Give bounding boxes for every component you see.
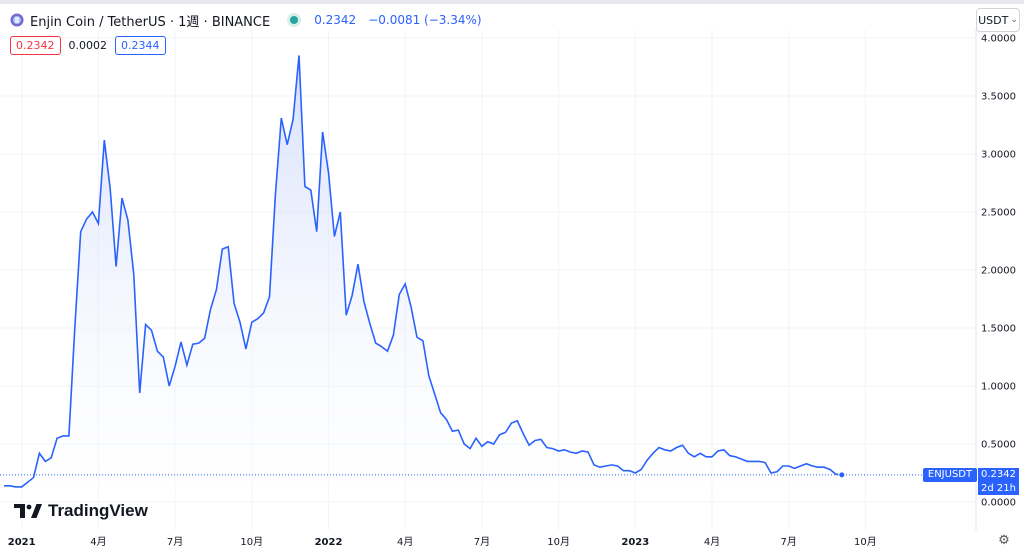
last-price-marker	[838, 471, 846, 479]
gear-icon[interactable]: ⚙	[998, 533, 1010, 548]
x-tick-label: 10月	[854, 536, 877, 548]
currency-selector[interactable]: USDT ⌄	[976, 8, 1020, 32]
x-tick-label: 2022	[315, 537, 343, 548]
ask-button[interactable]: 0.2344	[115, 36, 166, 55]
x-tick-label: 4月	[397, 536, 413, 548]
y-tick-label: 4.0000	[981, 34, 1016, 45]
last-price: 0.2342	[314, 13, 357, 27]
bar-countdown-label: 2d 21h	[978, 482, 1019, 495]
bid-button[interactable]: 0.2342	[10, 36, 61, 55]
x-tick-label: 4月	[704, 536, 720, 548]
symbol-header: Enjin Coin / TetherUS · 1週 · BINANCE 0.2…	[10, 10, 482, 30]
y-tick-label: 3.5000	[981, 92, 1016, 103]
y-tick-label: 0.0000	[981, 498, 1016, 509]
y-tick-label: 0.5000	[981, 440, 1016, 451]
enjin-coin-icon	[10, 13, 24, 27]
tradingview-logo[interactable]: TradingView	[14, 501, 148, 521]
x-tick-label: 4月	[90, 536, 106, 548]
chevron-down-icon: ⌄	[1010, 15, 1018, 25]
time-scale: 2021 4月 7月 10月 2022 4月 7月 10月 2023 4月 7月 10月	[8, 536, 877, 548]
x-tick-label: 7月	[781, 536, 797, 548]
tradingview-logo-icon	[14, 504, 42, 518]
price-change: −0.0081 (−3.34%)	[368, 13, 482, 27]
current-price-label: 0.2342	[978, 468, 1019, 482]
x-tick-label: 7月	[474, 536, 490, 548]
y-tick-label: 3.0000	[981, 150, 1016, 161]
x-tick-label: 2021	[8, 537, 36, 548]
symbol-title[interactable]: Enjin Coin / TetherUS · 1週 · BINANCE	[30, 14, 271, 30]
y-tick-label: 2.0000	[981, 266, 1016, 277]
spread-value: 0.0002	[68, 39, 108, 52]
currency-label: USDT	[978, 13, 1009, 27]
x-tick-label: 2023	[621, 537, 649, 548]
price-area-fill	[4, 55, 842, 503]
y-tick-label: 1.0000	[981, 382, 1016, 393]
y-tick-label: 2.5000	[981, 208, 1016, 219]
x-tick-label: 10月	[240, 536, 263, 548]
x-tick-label: 10月	[547, 536, 570, 548]
price-scale: 0.0000 0.5000 1.0000 1.5000 2.0000 2.5000 3.00…	[981, 34, 1016, 509]
brand-name: TradingView	[48, 501, 148, 520]
quote-panel: 0.2342 0.0002 0.2344	[10, 36, 166, 55]
y-tick-label: 1.5000	[981, 324, 1016, 335]
price-line	[4, 55, 842, 488]
symbol-price-label: ENJUSDT	[923, 468, 977, 482]
top-border	[0, 0, 1024, 4]
market-status-icon	[290, 16, 299, 24]
x-tick-label: 7月	[167, 536, 183, 548]
